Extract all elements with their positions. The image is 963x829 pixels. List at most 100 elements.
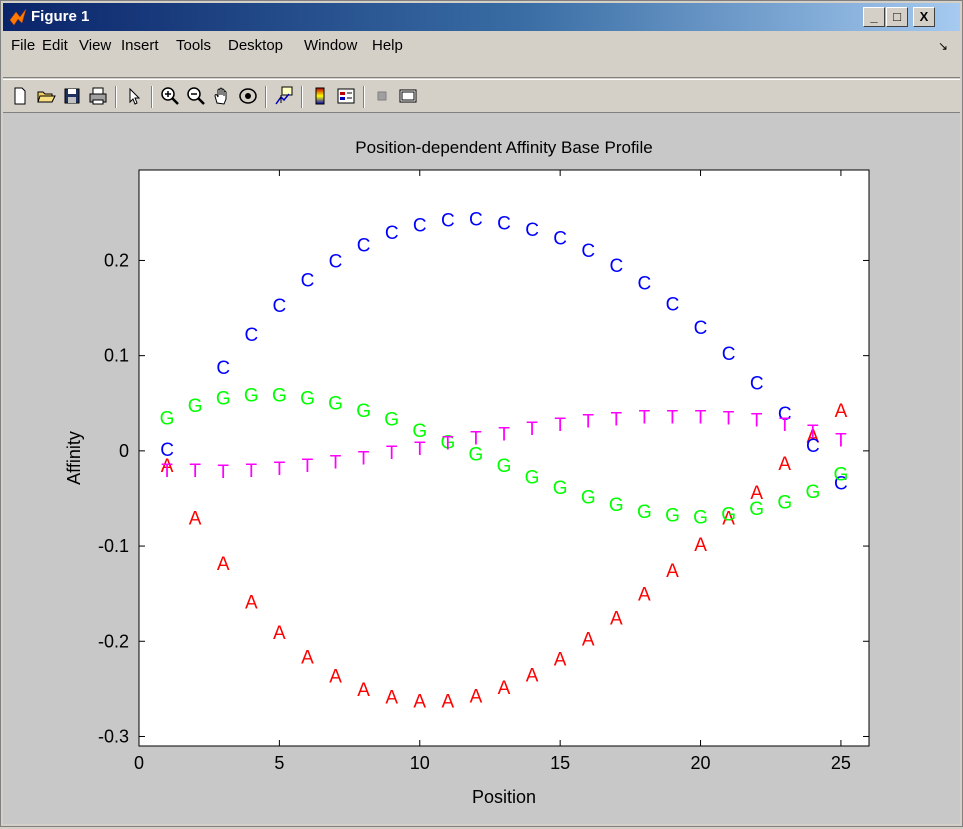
data-cursor-icon[interactable]	[273, 85, 295, 107]
marker-G-pos-14: G	[525, 468, 540, 489]
marker-G-pos-17: G	[609, 495, 624, 516]
marker-T-pos-20: T	[695, 408, 707, 429]
minimize-button[interactable]: _	[863, 7, 885, 27]
marker-G-pos-4: G	[244, 386, 259, 407]
marker-T-pos-22: T	[751, 410, 763, 431]
marker-C-pos-6: C	[301, 270, 315, 291]
show-plot-tools-icon[interactable]	[397, 85, 419, 107]
menu-help[interactable]: Help	[372, 37, 403, 54]
marker-A-pos-13: A	[498, 678, 511, 699]
marker-G-pos-2: G	[188, 396, 203, 417]
marker-T-pos-8: T	[358, 449, 370, 470]
marker-A-pos-22: A	[750, 483, 763, 504]
menu-file[interactable]: File	[11, 37, 36, 54]
new-file-icon[interactable]	[9, 85, 31, 107]
y-tick-label: -0.1	[98, 536, 129, 556]
scatter-chart[interactable]: Position-dependent Affinity Base Profile…	[3, 113, 960, 824]
marker-T-pos-23: T	[779, 415, 791, 436]
marker-C-pos-25: C	[834, 473, 848, 494]
y-tick-label: -0.2	[98, 631, 129, 651]
marker-A-pos-3: A	[217, 554, 230, 575]
x-tick-label: 10	[410, 753, 430, 773]
marker-T-pos-13: T	[498, 425, 510, 446]
marker-G-pos-18: G	[637, 502, 652, 523]
marker-G-pos-22: G	[749, 499, 764, 520]
marker-C-pos-9: C	[385, 223, 399, 244]
marker-T-pos-6: T	[302, 456, 314, 477]
chart-title: Position-dependent Affinity Base Profile	[355, 138, 652, 157]
marker-A-pos-8: A	[357, 680, 370, 701]
marker-T-pos-18: T	[639, 408, 651, 429]
marker-T-pos-24: T	[807, 422, 819, 443]
marker-T-pos-15: T	[554, 415, 566, 436]
x-tick-label: 5	[274, 753, 284, 773]
marker-C-pos-23: C	[778, 404, 792, 425]
marker-T-pos-11: T	[442, 433, 454, 454]
x-tick-label: 0	[134, 753, 144, 773]
marker-T-pos-2: T	[189, 461, 201, 482]
marker-C-pos-18: C	[638, 273, 652, 294]
menu-tools[interactable]: Tools	[176, 37, 212, 54]
save-icon[interactable]	[61, 85, 83, 107]
marker-G-pos-25: G	[834, 465, 849, 486]
menu-edit[interactable]: Edit	[42, 37, 68, 54]
marker-G-pos-12: G	[469, 445, 484, 466]
marker-G-pos-13: G	[497, 456, 512, 477]
maximize-button[interactable]: □	[886, 7, 908, 27]
menu-view[interactable]: View	[79, 37, 112, 54]
marker-A-pos-2: A	[189, 509, 202, 530]
marker-A-pos-5: A	[273, 623, 286, 644]
marker-C-pos-19: C	[666, 294, 680, 315]
zoom-out-icon[interactable]	[185, 85, 207, 107]
marker-T-pos-25: T	[835, 430, 847, 451]
marker-C-pos-11: C	[441, 211, 455, 232]
close-button[interactable]: X	[913, 7, 935, 27]
marker-C-pos-17: C	[609, 256, 623, 277]
x-tick-label: 15	[550, 753, 570, 773]
marker-C-pos-5: C	[273, 296, 287, 317]
marker-A-pos-9: A	[385, 687, 398, 708]
marker-T-pos-19: T	[667, 408, 679, 429]
marker-C-pos-13: C	[497, 213, 511, 234]
figure-toolbar	[3, 79, 960, 113]
menu-insert[interactable]: Insert	[121, 37, 159, 54]
marker-T-pos-10: T	[414, 439, 426, 460]
figure-canvas: Position-dependent Affinity Base Profile…	[3, 113, 960, 824]
title-bar[interactable]: Figure 1 _ □ X	[3, 3, 960, 31]
pan-hand-icon[interactable]	[211, 85, 233, 107]
marker-G-pos-6: G	[300, 389, 315, 410]
pointer-icon[interactable]	[123, 85, 145, 107]
marker-T-pos-5: T	[274, 459, 286, 480]
marker-C-pos-14: C	[525, 220, 539, 241]
marker-T-pos-1: T	[161, 461, 173, 482]
marker-T-pos-12: T	[470, 429, 482, 450]
y-tick-label: -0.3	[98, 726, 129, 746]
marker-A-pos-10: A	[413, 691, 426, 712]
y-tick-label: 0	[119, 441, 129, 461]
y-tick-label: 0.1	[104, 346, 129, 366]
zoom-in-icon[interactable]	[159, 85, 181, 107]
dock-arrow-icon[interactable]: ↘	[937, 39, 948, 53]
marker-A-pos-7: A	[329, 667, 342, 688]
open-folder-icon[interactable]	[35, 85, 57, 107]
marker-G-pos-19: G	[665, 506, 680, 527]
marker-T-pos-17: T	[611, 409, 623, 430]
menu-desktop[interactable]: Desktop	[228, 37, 284, 54]
marker-C-pos-24: C	[806, 436, 820, 457]
marker-T-pos-4: T	[246, 461, 258, 482]
menu-window[interactable]: Window	[304, 37, 358, 54]
marker-T-pos-21: T	[723, 409, 735, 430]
marker-C-pos-4: C	[244, 325, 258, 346]
marker-G-pos-5: G	[272, 386, 287, 407]
legend-icon[interactable]	[335, 85, 357, 107]
colorbar-icon[interactable]	[309, 85, 331, 107]
hide-plot-tools-icon[interactable]	[371, 85, 393, 107]
marker-A-pos-20: A	[694, 535, 707, 556]
marker-T-pos-16: T	[582, 411, 594, 432]
marker-A-pos-19: A	[666, 561, 679, 582]
rotate-3d-icon[interactable]	[237, 85, 259, 107]
marker-A-pos-14: A	[526, 666, 539, 687]
print-icon[interactable]	[87, 85, 109, 107]
marker-G-pos-10: G	[412, 421, 427, 442]
marker-G-pos-8: G	[356, 401, 371, 422]
